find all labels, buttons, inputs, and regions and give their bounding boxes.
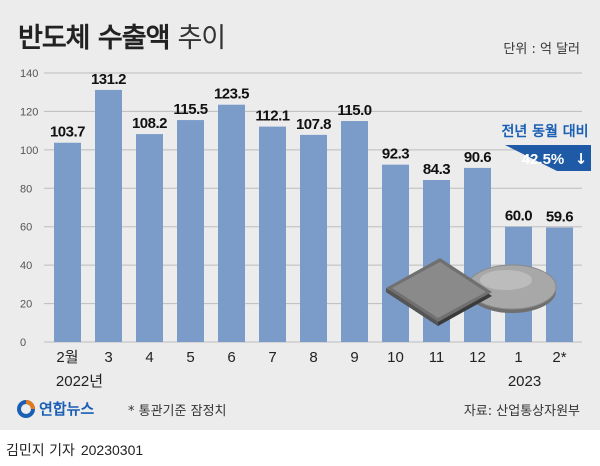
x-tick-label: 2월 xyxy=(56,349,78,366)
value-label: 115.5 xyxy=(173,101,207,118)
value-label: 112.1 xyxy=(255,108,289,125)
value-label: 123.5 xyxy=(214,86,249,103)
value-label: 103.7 xyxy=(50,124,85,141)
x-tick-label: 2* xyxy=(552,349,566,366)
bar-chart: 020406080100120140103.72월131.23108.24115… xyxy=(20,68,591,390)
x-tick-label: 4 xyxy=(145,349,153,366)
down-arrow-icon: ↓ xyxy=(575,150,588,168)
value-label: 84.3 xyxy=(423,161,450,178)
bar xyxy=(341,121,368,343)
x-tick-label: 12 xyxy=(469,349,486,366)
bar xyxy=(300,134,327,342)
x-tick-label: 6 xyxy=(227,349,235,366)
bar xyxy=(95,89,122,342)
title-main: 반도체 수출액 xyxy=(18,23,170,54)
value-label: 60.0 xyxy=(505,208,532,225)
chip-top-inner xyxy=(392,262,486,318)
chip-front xyxy=(386,288,438,326)
y-tick-label: 80 xyxy=(20,183,32,195)
y-tick-label: 120 xyxy=(20,106,38,118)
bar xyxy=(54,142,81,342)
footnote: * 통관기준 잠정치 xyxy=(128,404,227,419)
value-label: 115.0 xyxy=(337,102,371,119)
year-label: 2022년 xyxy=(56,373,103,390)
value-label: 90.6 xyxy=(464,149,491,166)
chart-title: 반도체 수출액 추이 xyxy=(18,16,226,55)
byline-date: 20230301 xyxy=(80,442,144,458)
bar xyxy=(136,134,163,342)
x-tick-label: 8 xyxy=(309,349,317,366)
value-label: 108.2 xyxy=(132,115,167,132)
bar xyxy=(218,104,245,342)
x-tick-label: 9 xyxy=(350,349,358,366)
y-tick-label: 100 xyxy=(20,145,38,157)
annotation-box xyxy=(505,145,591,171)
annotation-label: 전년 동월 대비 xyxy=(501,123,588,140)
y-tick-label: 20 xyxy=(20,299,32,311)
x-tick-label: 5 xyxy=(186,349,194,366)
x-tick-label: 7 xyxy=(268,349,276,366)
chip-wafer-illustration xyxy=(386,258,557,326)
value-label: 131.2 xyxy=(91,71,126,88)
bar xyxy=(382,164,409,342)
x-tick-label: 3 xyxy=(104,349,112,366)
byline-author: 김민지 기자 xyxy=(6,443,75,459)
unit-label: 단위 : 억 달러 xyxy=(503,42,580,57)
y-tick-label: 60 xyxy=(20,222,32,234)
y-tick-label: 0 xyxy=(20,337,26,349)
value-label: 107.8 xyxy=(296,116,331,133)
bar xyxy=(464,167,491,342)
x-tick-label: 1 xyxy=(514,349,522,366)
value-label: 92.3 xyxy=(382,146,409,163)
yonhap-logo: 연합뉴스 xyxy=(16,398,94,419)
x-tick-label: 10 xyxy=(387,349,404,366)
y-tick-label: 140 xyxy=(20,68,38,80)
logo-text: 연합뉴스 xyxy=(39,400,95,418)
year-label: 2023 xyxy=(508,373,541,390)
source-note: 자료: 산업통상자원부 xyxy=(463,404,580,419)
title-sub: 추이 xyxy=(177,23,226,54)
wafer-sheen xyxy=(480,270,532,290)
value-label: 59.6 xyxy=(546,208,573,225)
bar xyxy=(177,120,204,342)
byline: 김민지 기자 20230301 xyxy=(6,440,143,460)
annotation-value: 42.5% xyxy=(522,151,565,168)
bar xyxy=(259,126,286,343)
x-tick-label: 11 xyxy=(429,349,445,366)
infographic-card: 반도체 수출액 추이 단위 : 억 달러 0 20 40 60 80 100 120 140 10… xyxy=(0,0,600,430)
y-tick-label: 40 xyxy=(20,260,32,272)
yonhap-logo-icon xyxy=(17,399,35,418)
